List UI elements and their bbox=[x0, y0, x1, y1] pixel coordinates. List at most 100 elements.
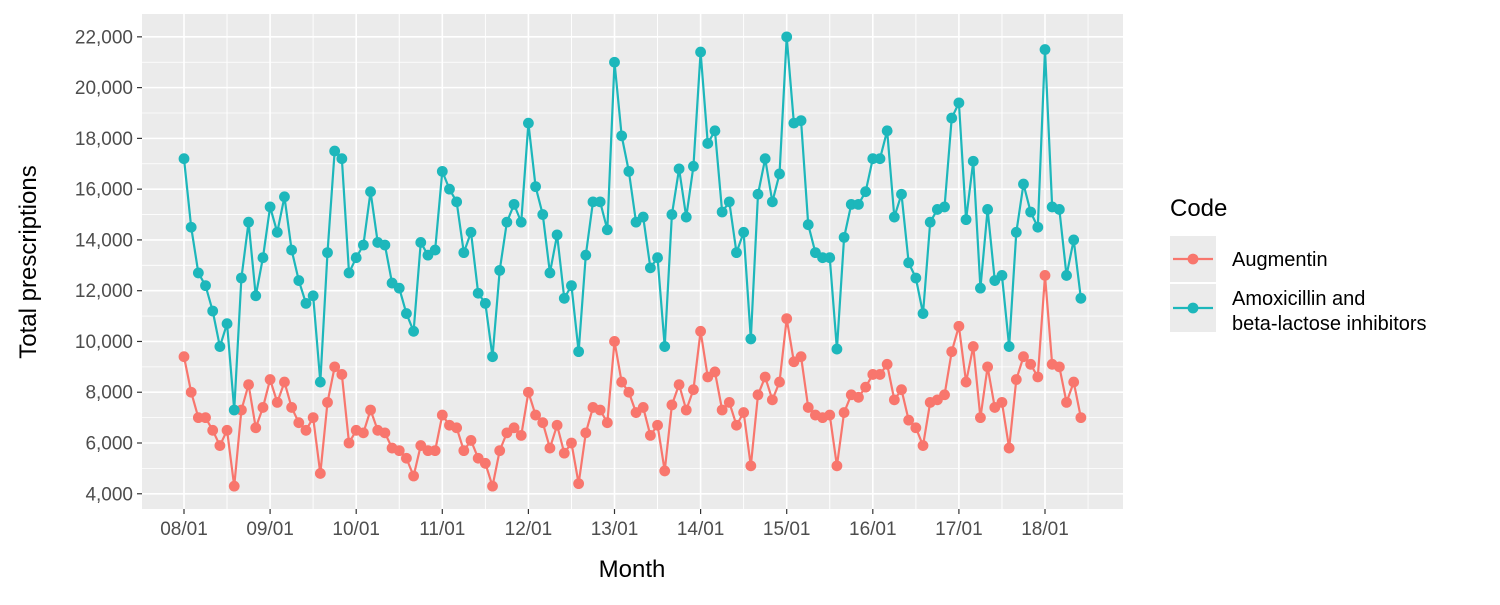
data-point bbox=[436, 165, 448, 177]
data-point bbox=[393, 445, 405, 457]
data-point bbox=[357, 239, 369, 251]
data-point bbox=[566, 280, 577, 292]
data-point bbox=[888, 211, 900, 223]
data-point bbox=[1003, 341, 1015, 352]
data-point bbox=[774, 168, 785, 180]
data-point bbox=[594, 404, 606, 416]
data-point bbox=[1025, 358, 1037, 370]
data-point bbox=[228, 404, 240, 416]
data-point bbox=[695, 46, 706, 58]
data-point bbox=[881, 358, 893, 370]
y-tick-label: 18,000 bbox=[75, 129, 133, 150]
y-tick-label: 4,000 bbox=[85, 484, 133, 505]
x-tick-label: 16/01 bbox=[849, 519, 897, 540]
x-tick-label: 11/01 bbox=[419, 519, 465, 540]
data-point bbox=[221, 318, 233, 330]
data-point bbox=[939, 201, 950, 213]
data-point bbox=[1068, 234, 1080, 246]
data-point bbox=[860, 381, 872, 393]
data-point bbox=[365, 404, 376, 416]
data-point bbox=[436, 409, 448, 421]
data-point bbox=[644, 262, 656, 274]
data-point bbox=[487, 480, 498, 492]
series-layer bbox=[178, 31, 1087, 492]
data-point bbox=[530, 409, 541, 421]
data-point bbox=[731, 419, 742, 431]
data-point bbox=[207, 305, 219, 317]
data-point bbox=[702, 138, 714, 149]
data-point bbox=[501, 216, 513, 228]
data-point bbox=[558, 447, 570, 459]
data-point bbox=[544, 267, 556, 279]
data-point bbox=[609, 336, 620, 347]
data-point bbox=[566, 437, 577, 449]
data-point bbox=[946, 346, 958, 358]
data-point bbox=[680, 211, 692, 223]
data-point bbox=[494, 445, 506, 457]
data-point bbox=[336, 369, 348, 380]
data-point bbox=[508, 422, 520, 434]
data-point bbox=[1018, 351, 1029, 363]
legend-item: Amoxicillin and beta-lactose inhibitors bbox=[1170, 284, 1427, 335]
data-point bbox=[982, 361, 993, 373]
legend-label: Augmentin bbox=[1232, 249, 1328, 271]
data-point bbox=[429, 244, 441, 256]
data-point bbox=[1039, 44, 1051, 55]
data-point bbox=[609, 56, 620, 68]
data-point bbox=[594, 196, 606, 208]
data-point bbox=[853, 391, 864, 403]
data-point bbox=[573, 346, 585, 358]
data-point bbox=[185, 386, 197, 398]
data-point bbox=[752, 188, 764, 200]
data-point bbox=[881, 125, 893, 137]
data-point bbox=[508, 198, 520, 210]
data-point bbox=[544, 442, 556, 454]
data-point bbox=[293, 275, 305, 286]
x-tick-label: 12/01 bbox=[505, 519, 553, 540]
data-point bbox=[293, 417, 305, 429]
data-point bbox=[924, 216, 936, 228]
data-point bbox=[451, 196, 463, 208]
data-point bbox=[314, 468, 326, 479]
data-point bbox=[343, 437, 355, 449]
data-point bbox=[307, 412, 319, 424]
data-point bbox=[709, 366, 721, 378]
data-point bbox=[759, 371, 771, 383]
data-point bbox=[365, 186, 376, 198]
data-point bbox=[250, 422, 262, 434]
data-point bbox=[910, 422, 922, 434]
data-point bbox=[279, 191, 290, 203]
data-point bbox=[824, 252, 836, 264]
data-point bbox=[960, 376, 972, 388]
data-point bbox=[616, 376, 628, 388]
data-point bbox=[888, 394, 900, 406]
data-point bbox=[659, 341, 671, 352]
data-point bbox=[551, 419, 563, 431]
legend-key-point bbox=[1187, 253, 1199, 265]
data-point bbox=[709, 125, 721, 137]
x-tick-label: 18/01 bbox=[1021, 519, 1069, 540]
data-point bbox=[738, 226, 750, 238]
data-point bbox=[257, 402, 269, 413]
data-point bbox=[415, 237, 427, 248]
data-point bbox=[200, 412, 211, 424]
x-tick-label: 14/01 bbox=[677, 519, 725, 540]
data-point bbox=[953, 97, 965, 109]
data-point bbox=[781, 31, 793, 43]
data-point bbox=[896, 384, 907, 396]
data-point bbox=[996, 270, 1008, 281]
data-point bbox=[472, 287, 484, 299]
data-point bbox=[666, 399, 678, 411]
series-augmentin bbox=[178, 270, 1087, 492]
data-point bbox=[688, 384, 699, 396]
data-point bbox=[975, 282, 986, 294]
data-point bbox=[221, 424, 233, 436]
data-point bbox=[465, 435, 477, 446]
y-tick-label: 8,000 bbox=[85, 383, 133, 404]
legend-item: Augmentin bbox=[1170, 236, 1328, 282]
data-point bbox=[738, 407, 750, 418]
data-point bbox=[1075, 412, 1087, 424]
legend-title: Code bbox=[1170, 195, 1227, 222]
data-point bbox=[673, 163, 685, 175]
data-point bbox=[401, 308, 412, 319]
